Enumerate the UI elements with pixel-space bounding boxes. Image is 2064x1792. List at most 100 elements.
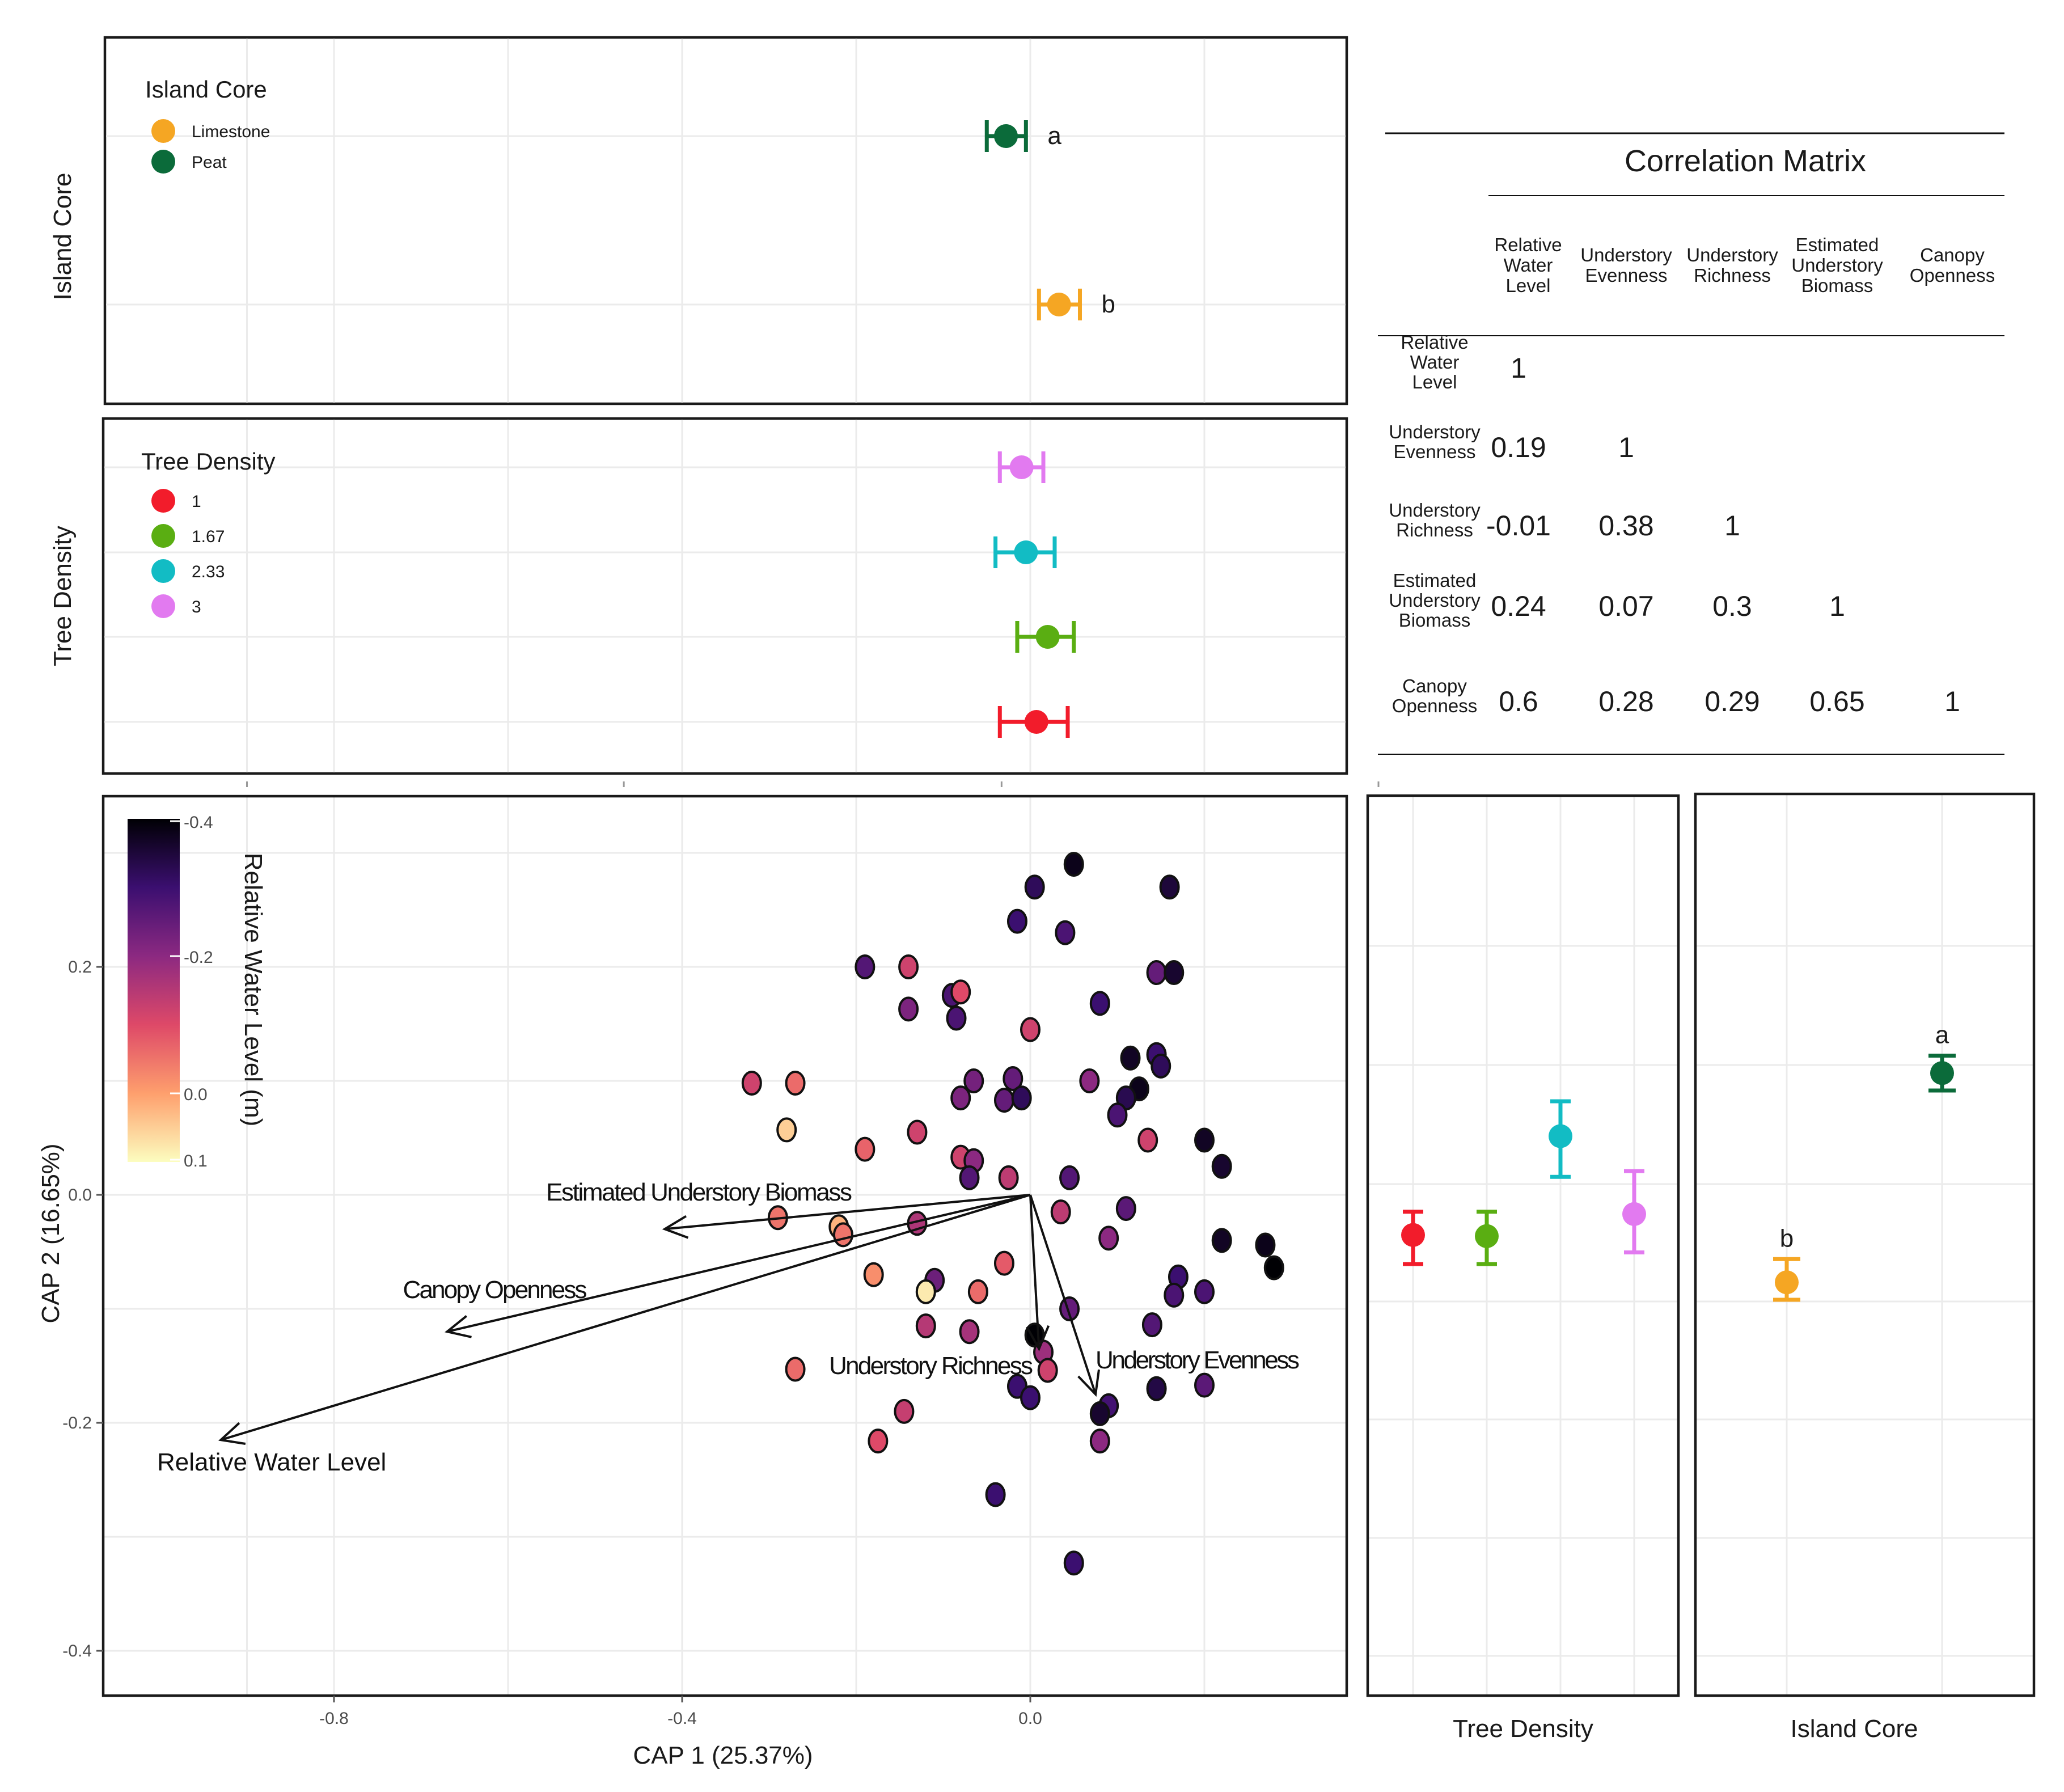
tree-density-ylabel: Tree Density [49,526,77,666]
cm-column-header: Evenness [1585,265,1668,286]
vector-label: Canopy Openness [403,1276,587,1304]
cap-biplot-vectors: Estimated Understory Biomass Canopy Openn… [157,1178,1300,1476]
site-point [1194,1279,1215,1304]
cm-value: 0.29 [1705,686,1760,717]
cm-value: 0.24 [1491,590,1546,622]
site-point [993,1088,1014,1113]
cm-row-label: Richness [1396,519,1473,540]
site-point [898,996,919,1022]
legend-label: Limestone [192,122,270,141]
site-point [1151,1053,1171,1079]
tree-density-vertical-point [1401,1223,1425,1247]
site-point [1159,874,1180,900]
cm-value: 0.6 [1499,686,1538,717]
colorbar-tick-label: -0.2 [184,948,213,967]
cm-row-label: Water [1410,352,1460,373]
site-point [1011,1085,1032,1111]
vector-arrowhead [1026,1325,1050,1351]
cm-value: 0.07 [1598,590,1653,622]
significance-letter: a [1047,122,1061,150]
site-point [1263,1255,1284,1280]
site-point [855,1136,875,1162]
tree-density-vertical-point [1475,1224,1499,1248]
significance-letter: a [1935,1021,1949,1049]
cm-value: 1 [1944,686,1960,717]
tree-density-vertical-panel: Tree Density [1366,794,1680,1743]
legend-key [151,150,175,174]
y-tick-label: 0.0 [68,1186,92,1204]
cm-row-label: Estimated [1393,570,1477,591]
site-point [1003,1066,1023,1091]
cm-row-label: Relative [1401,332,1468,353]
y-tick-label: -0.2 [62,1414,92,1432]
cm-column-header: Openness [1910,265,1995,286]
site-point [950,979,971,1005]
site-point [963,1068,984,1093]
site-point [1115,1196,1136,1222]
cm-value: 0.38 [1598,510,1653,542]
site-point [894,1398,915,1424]
island-core-vertical-point [1775,1270,1799,1295]
tree-density-vertical-frame [1366,794,1680,1697]
site-point [1050,1199,1071,1225]
vector-arrow [1029,1194,1041,1349]
cm-row-label: Biomass [1399,610,1471,631]
site-point [959,1319,980,1345]
vector-arrow [447,1194,1031,1333]
tree-density-legend-title: Tree Density [141,448,276,475]
tree-density-points [993,451,1076,738]
site-point [1137,1127,1158,1153]
vector-label: Understory Richness [829,1352,1033,1380]
tree-density-vertical-point [1622,1202,1646,1226]
tree-density-point [1014,540,1038,564]
cm-column-header: Relative [1494,234,1562,255]
site-point [863,1262,884,1287]
colorbar-tick-label: 0.1 [184,1152,208,1170]
tree-density-point [1024,710,1048,734]
island-core-vertical-xlabel: Island Core [1790,1715,1918,1743]
vector-arrowhead [445,1315,472,1338]
site-point [950,1085,971,1111]
site-point [946,1005,967,1031]
site-point [915,1313,936,1339]
cm-row-label: Evenness [1394,441,1476,462]
cm-row-label: Understory [1389,500,1481,521]
site-point [993,1250,1014,1276]
island-core-vertical-grid [1697,795,2033,1694]
legend-label: 1.67 [192,527,225,546]
site-point [776,1117,797,1143]
significance-letter: b [1101,290,1115,318]
vector-arrow [1029,1194,1097,1395]
island-core-point [994,124,1018,148]
tree-density-grid [104,420,1380,787]
site-point [1089,1401,1110,1426]
site-point [1020,1385,1041,1410]
cap-biplot-frame [101,794,1348,1697]
site-point [1255,1232,1276,1258]
site-point [998,1165,1019,1190]
cm-value: 1 [1724,510,1740,542]
cm-column-header: Understory [1686,244,1778,265]
cm-column-header: Water [1504,255,1553,276]
site-point [1089,1428,1110,1454]
island-core-vertical-panel: b a Island Core [1694,792,2036,1743]
cap-biplot-grid [104,797,1346,1694]
site-point [855,954,875,979]
site-point [1063,852,1084,877]
tree-density-point [1009,455,1034,479]
significance-letter: b [1780,1224,1794,1252]
colorbar-ticks: -0.4 -0.2 0.0 0.1 [170,813,213,1170]
site-point [1020,1017,1041,1042]
cap-biplot-ticks: -0.8 -0.4 0.0 0.2 0.0 -0.2 -0.4 [62,958,1042,1728]
site-point [1211,1228,1232,1253]
vector-arrowhead [1077,1369,1100,1397]
vector-label: Relative Water Level [157,1448,386,1476]
legend-key [151,524,175,548]
cm-row-label: Openness [1392,695,1477,716]
island-core-legend: Limestone Peat [151,119,270,174]
site-point [741,1071,762,1096]
cm-value: 0.19 [1491,432,1546,463]
x-tick-label: -0.4 [667,1709,697,1728]
site-point [898,954,919,979]
